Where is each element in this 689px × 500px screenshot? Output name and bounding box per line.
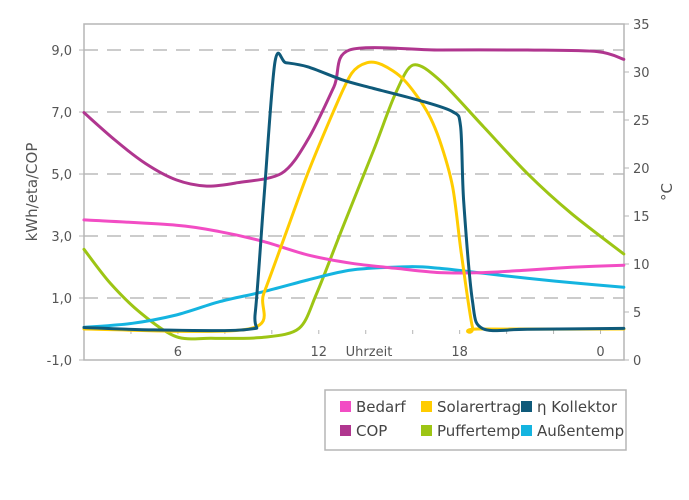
y2-tick-label: 20 bbox=[633, 162, 650, 177]
y2-tick-label: 10 bbox=[633, 258, 650, 273]
x-tick-label: 12 bbox=[311, 345, 328, 360]
y-tick-label: 3,0 bbox=[51, 230, 72, 245]
y2-axis-label: °C bbox=[658, 183, 676, 201]
legend-label: η Kollektor bbox=[537, 398, 618, 416]
y2-tick-label: 30 bbox=[633, 66, 650, 81]
x-tick-label: 0 bbox=[596, 345, 604, 360]
plot-frame bbox=[83, 23, 625, 361]
y2-tick-label: 25 bbox=[633, 114, 650, 129]
series-line-puffertemp bbox=[82, 63, 626, 341]
legend-label: Solarertrag bbox=[437, 398, 521, 416]
y-tick-label: -1,0 bbox=[47, 354, 72, 369]
legend-label: Bedarf bbox=[356, 398, 406, 416]
legend-swatch bbox=[521, 425, 532, 436]
right-axis: 35 30 25 20 15 10 5 0 bbox=[624, 18, 650, 369]
legend-item: Bedarf bbox=[340, 398, 406, 416]
x-tick-label: 18 bbox=[451, 345, 468, 360]
legend-box bbox=[324, 389, 627, 451]
y2-tick-label: 0 bbox=[633, 354, 641, 369]
y-tick-label: 9,0 bbox=[51, 44, 72, 59]
legend-label: Puffertemp bbox=[437, 422, 520, 440]
legend-swatch bbox=[340, 401, 351, 412]
series-line--kollektor bbox=[82, 51, 626, 333]
y2-tick-label: 15 bbox=[633, 210, 650, 225]
y-axis-label: kWh/eta/COP bbox=[23, 143, 41, 242]
legend-item: Solarertrag bbox=[421, 398, 521, 416]
legend-swatch bbox=[521, 401, 532, 412]
x-axis-label: Uhrzeit bbox=[346, 345, 393, 360]
y2-tick-label: 35 bbox=[633, 18, 650, 33]
legend-item: COP bbox=[340, 422, 387, 440]
legend-swatch bbox=[421, 425, 432, 436]
series-lines bbox=[82, 46, 626, 341]
legend-item: Außentemp bbox=[521, 422, 624, 440]
left-axis: 9,0 7,0 5,0 3,0 1,0 -1,0 bbox=[47, 44, 84, 369]
series-line-außentemp bbox=[82, 265, 626, 329]
x-tick-label: 6 bbox=[174, 345, 182, 360]
y-tick-label: 1,0 bbox=[51, 292, 72, 307]
x-axis: 6 12 18 0 bbox=[130, 330, 605, 360]
legend-item: Puffertemp bbox=[421, 422, 520, 440]
series-line-cop bbox=[82, 46, 626, 188]
series-line-bedarf bbox=[82, 218, 626, 275]
legend-label: Außentemp bbox=[537, 422, 624, 440]
legend-label: COP bbox=[356, 422, 387, 440]
y-tick-label: 5,0 bbox=[51, 168, 72, 183]
legend-swatch bbox=[340, 425, 351, 436]
legend-item: η Kollektor bbox=[521, 398, 618, 416]
legend: Bedarf Solarertrag η Kollektor COP Puffertem… bbox=[324, 389, 627, 451]
series-line-solarertrag bbox=[82, 60, 626, 334]
legend-swatch bbox=[421, 401, 432, 412]
y-tick-label: 7,0 bbox=[51, 106, 72, 121]
y2-tick-label: 5 bbox=[633, 306, 641, 321]
